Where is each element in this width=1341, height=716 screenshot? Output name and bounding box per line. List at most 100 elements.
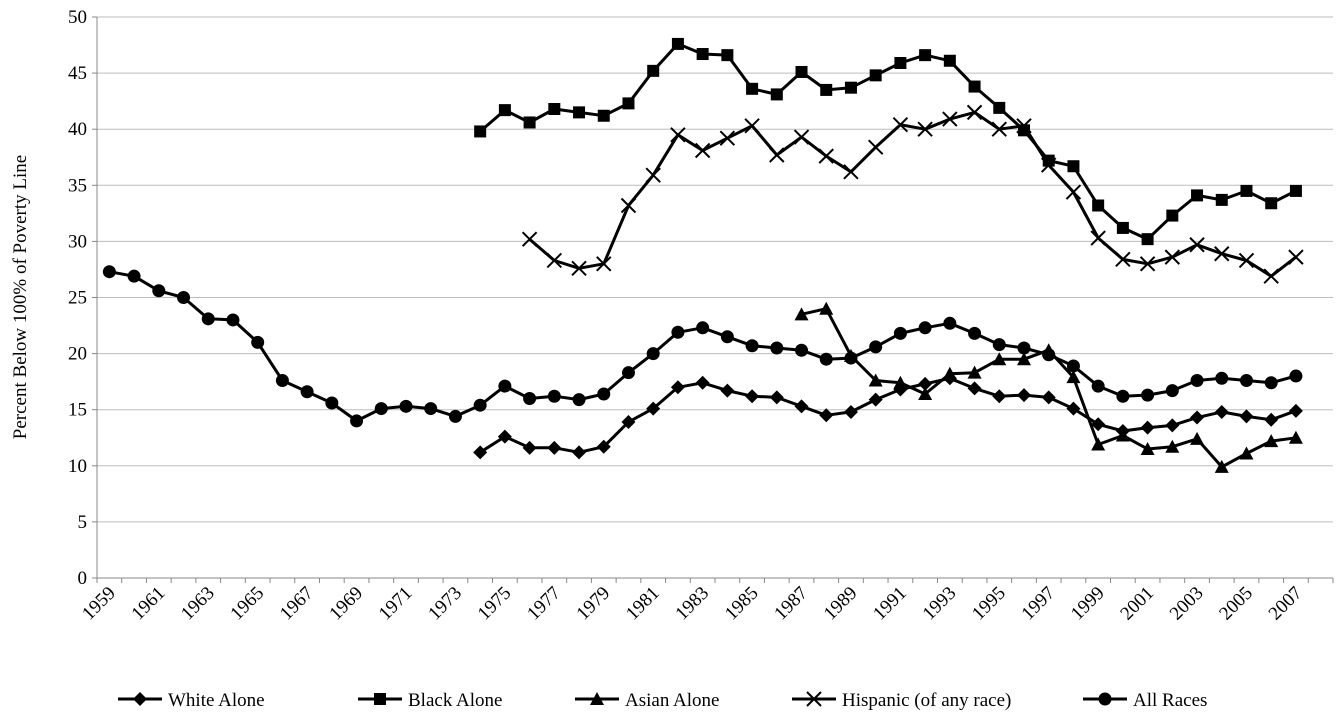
x-tick-label: 1997 — [1018, 583, 1060, 625]
y-axis-title: Percent Below 100% of Poverty Line — [10, 155, 31, 439]
legend-label: Hispanic (of any race) — [842, 690, 1011, 711]
data-point — [746, 82, 759, 95]
x-marker-stroke — [596, 256, 612, 272]
y-tick-label: 45 — [68, 63, 87, 84]
legend: White Alone Black Alone Asian Alone Hispani… — [118, 690, 1207, 711]
data-point — [547, 389, 561, 403]
data-point — [844, 81, 857, 94]
series-hispanic-of-any-race — [521, 104, 1304, 284]
data-point — [1265, 197, 1278, 210]
y-tick-label: 15 — [68, 400, 87, 421]
data-point — [300, 385, 314, 399]
data-point — [893, 326, 907, 340]
data-point — [1115, 251, 1131, 268]
data-point — [769, 390, 784, 405]
x-marker-stroke — [620, 197, 637, 214]
legend-item: Asian Alone — [575, 690, 719, 711]
legend-swatch-marker — [133, 692, 147, 706]
data-point — [868, 392, 883, 407]
data-point — [1091, 437, 1106, 451]
data-point — [1066, 359, 1080, 373]
data-point — [1165, 439, 1180, 453]
data-point — [152, 284, 166, 298]
data-point — [721, 49, 734, 62]
data-point — [744, 118, 760, 134]
data-point — [1189, 237, 1205, 253]
data-point — [696, 48, 709, 61]
x-tick-label: 1999 — [1067, 583, 1109, 625]
data-point — [992, 352, 1007, 366]
data-point — [177, 291, 191, 304]
data-point — [1165, 418, 1180, 433]
legend-label: Black Alone — [408, 690, 502, 711]
x-marker-stroke — [793, 129, 810, 145]
data-point — [769, 147, 785, 163]
data-point — [1240, 184, 1253, 197]
x-marker-stroke — [991, 121, 1007, 137]
data-point — [818, 148, 834, 164]
data-point — [671, 325, 685, 339]
y-tick-label: 20 — [68, 344, 87, 365]
x-marker-stroke — [1041, 157, 1057, 173]
y-tick-label: 30 — [68, 231, 87, 252]
x-tick-label: 1985 — [721, 583, 763, 625]
data-point — [325, 396, 339, 410]
data-point — [498, 379, 512, 393]
data-point — [1140, 420, 1155, 435]
legend-swatch-marker — [374, 693, 386, 705]
data-point — [670, 380, 685, 395]
x-marker-stroke — [546, 252, 563, 269]
data-point — [523, 391, 537, 405]
data-point — [694, 142, 711, 159]
x-tick-label: 1979 — [573, 583, 615, 625]
x-marker-stroke — [1288, 249, 1304, 265]
data-point — [621, 415, 636, 430]
x-tick-labels: 1959 1961 1963 1965 1967 1969 1971 1973 1975 1977… — [78, 583, 1306, 625]
series-lines — [102, 37, 1304, 473]
data-point — [424, 402, 438, 416]
x-tick-label: 1989 — [820, 583, 862, 625]
x-marker-stroke — [892, 117, 909, 133]
legend-swatch-marker — [590, 692, 604, 705]
series-asian-alone — [794, 301, 1303, 473]
y-tick-label: 25 — [68, 288, 87, 309]
data-point — [399, 399, 413, 413]
data-point — [597, 387, 611, 401]
data-point — [1166, 209, 1179, 222]
data-point — [1214, 246, 1230, 262]
data-point — [1091, 417, 1106, 432]
data-point — [1215, 193, 1228, 206]
data-point — [1017, 352, 1031, 366]
data-point — [843, 164, 859, 180]
series-line-hispanic-of-any-race — [528, 110, 1297, 278]
x-marker-stroke — [1238, 252, 1255, 269]
data-point — [918, 376, 933, 391]
data-point — [867, 139, 884, 155]
data-point — [1116, 389, 1130, 403]
data-point — [1042, 348, 1056, 362]
data-point — [1041, 390, 1056, 405]
data-point — [1067, 160, 1080, 173]
data-point — [521, 231, 538, 247]
data-point — [1288, 249, 1304, 265]
x-tick-label: 1995 — [968, 583, 1010, 625]
data-point — [819, 301, 834, 315]
data-point — [251, 335, 265, 349]
x-marker-stroke — [744, 118, 760, 134]
x-tick-label: 2001 — [1116, 583, 1158, 625]
x-marker-stroke — [917, 121, 933, 137]
data-point — [275, 374, 289, 388]
x-tick-label: 1993 — [919, 583, 961, 625]
legend-item: Black Alone — [358, 690, 502, 711]
data-point — [127, 269, 141, 283]
x-marker-stroke — [1189, 237, 1205, 253]
data-point — [671, 37, 684, 50]
data-point — [993, 101, 1006, 114]
data-point — [1092, 199, 1105, 212]
data-point — [942, 366, 957, 380]
data-point — [226, 313, 240, 327]
data-point — [1140, 441, 1155, 455]
data-point — [868, 373, 883, 387]
data-point — [992, 389, 1007, 404]
data-point — [102, 265, 116, 279]
